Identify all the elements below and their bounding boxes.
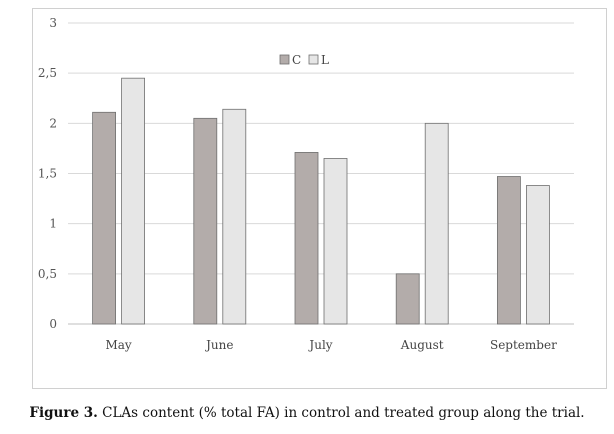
caption-label: Figure 3. [29,405,98,421]
y-tick-label: 3 [49,16,57,30]
legend-swatch-c [279,54,290,65]
y-tick-label: 1,5 [38,167,57,181]
legend-swatch-l [308,54,319,65]
figure-caption: Figure 3. CLAs content (% total FA) in c… [0,405,614,421]
bar-c-july [294,152,319,325]
x-tick-label: August [400,338,444,352]
legend-label-c: C [292,53,301,67]
x-tick-label: June [204,338,233,352]
bar-l-may [121,77,145,325]
bar-c-may [92,111,116,325]
caption-text: CLAs content (% total FA) in control and… [97,405,585,421]
legend-label-l: L [321,53,329,67]
y-tick-label: 2 [49,116,57,130]
y-tick-label: 1 [49,217,57,231]
x-tick-label: September [490,338,557,352]
bar-l-june [222,108,247,325]
x-tick-label: May [105,338,131,352]
y-tick-label: 2,5 [38,66,57,80]
bar-c-august [395,273,420,325]
bar-c-june [193,117,218,325]
bar-c-september [496,176,521,325]
y-tick-label: 0 [49,317,57,331]
bar-l-july [323,158,348,325]
bar-l-september [526,185,550,325]
bar-chart: 0 0,5 1 1,5 2 2,5 3 May June July August September C… [38,16,574,352]
x-tick-label: July [307,338,332,352]
bar-l-august [424,122,449,325]
y-tick-label: 0,5 [38,267,57,281]
